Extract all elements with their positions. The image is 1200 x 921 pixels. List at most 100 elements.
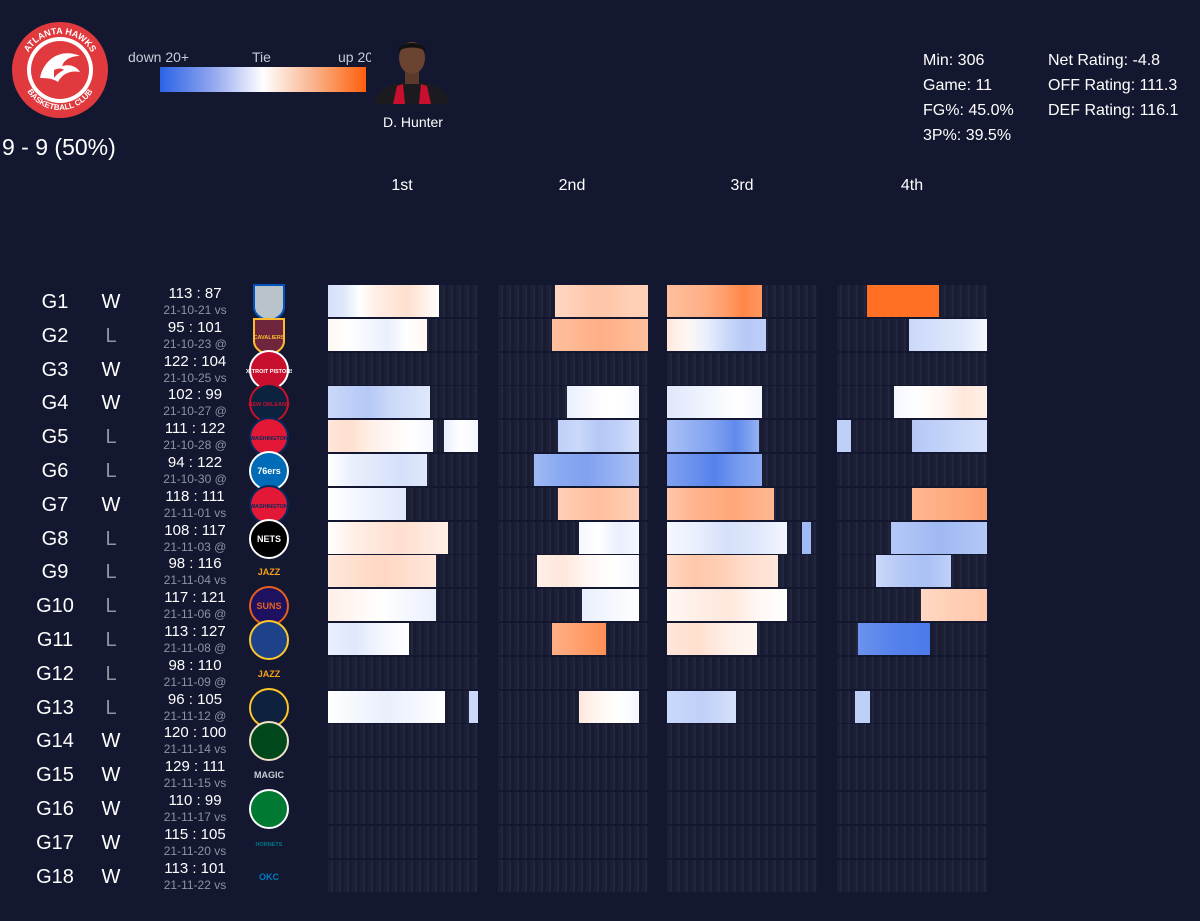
on-court-stint <box>328 555 436 588</box>
svg-text:SUNS: SUNS <box>256 601 281 611</box>
bench-background <box>667 859 817 892</box>
opponent-logo-icon: OKC <box>259 872 280 882</box>
game-number: G12 <box>36 662 74 685</box>
on-court-stint <box>867 285 939 317</box>
game-score: 96 : 105 <box>167 690 223 708</box>
game-row: G2 L 95 : 101 21-10-23 @ CAVALIERS <box>0 317 330 356</box>
heatmap-row <box>328 656 988 689</box>
bench-background <box>328 792 478 824</box>
game-date: 21-11-01 vs <box>163 505 227 520</box>
bench-background <box>498 758 648 791</box>
on-court-stint <box>328 521 448 554</box>
opponent-logo-icon <box>249 620 289 660</box>
game-date: 21-11-09 @ <box>163 674 227 689</box>
game-date: 21-11-20 vs <box>163 843 227 858</box>
game-number: G14 <box>36 730 74 753</box>
on-court-stint <box>667 285 762 317</box>
game-number: G1 <box>41 291 69 313</box>
legend-low-label: down 20+ <box>128 49 190 65</box>
stats-left: Min: 306 Game: 11 FG%: 45.0% 3P%: 39.5% <box>923 52 1014 152</box>
on-court-stint <box>328 690 445 723</box>
game-date: 21-10-25 vs <box>163 370 227 385</box>
opponent-logo: NETS <box>246 518 292 560</box>
game-date: 21-10-23 @ <box>163 336 227 351</box>
bench-background <box>837 352 987 385</box>
stat-minutes: Min: 306 <box>923 52 985 69</box>
stats-right: Net Rating: -4.8 OFF Rating: 111.3 DEF R… <box>1048 52 1178 127</box>
game-score: 111 : 122 <box>164 420 226 438</box>
game-score: 120 : 100 <box>163 724 227 742</box>
heatmap-row <box>328 724 988 757</box>
game-number: G4 <box>41 392 69 415</box>
game-result: W <box>101 831 121 854</box>
game-result: L <box>105 595 117 618</box>
game-number: G18 <box>36 865 74 888</box>
game-row: G4 W 102 : 99 21-10-27 @ NEW ORLEANS <box>0 383 330 424</box>
heatmap-row <box>328 825 988 858</box>
game-date: 21-11-08 @ <box>163 641 227 655</box>
game-row: G11 L 113 : 127 21-11-08 @ <box>0 620 330 660</box>
game-row: G9 L 98 : 116 21-11-04 vs JAZZ <box>0 555 330 589</box>
bench-background <box>667 724 817 757</box>
on-court-stint <box>667 318 766 351</box>
on-court-stint <box>328 589 436 622</box>
on-court-stint <box>582 589 639 622</box>
game-row: G10 L 117 : 121 21-11-06 @ SUNS <box>0 586 330 627</box>
team-logo: ATLANTA HAWKS BASKETBALL CLUB <box>10 20 110 120</box>
heatmap-row <box>328 690 988 723</box>
opponent-logo <box>246 619 292 661</box>
game-date: 21-11-15 vs <box>163 776 227 791</box>
opponent-logo <box>246 720 292 762</box>
game-number: G7 <box>41 493 69 516</box>
bench-background <box>667 792 817 824</box>
opponent-logo-icon <box>249 721 289 762</box>
game-row: G14 W 120 : 100 21-11-14 vs <box>0 721 330 762</box>
opponent-logo: JAZZ <box>246 653 292 695</box>
on-court-stint <box>328 623 409 655</box>
stat-net-rating: Net Rating: -4.8 <box>1048 52 1161 69</box>
bench-background <box>837 825 987 858</box>
on-court-stint <box>558 420 639 453</box>
stat-off-rating: OFF Rating: 111.3 <box>1048 77 1178 94</box>
game-date: 21-10-27 @ <box>163 404 227 419</box>
opponent-logo-icon: HORNETS <box>256 842 283 848</box>
game-score: 95 : 101 <box>167 318 223 336</box>
legend-mid-label: Tie <box>252 49 271 65</box>
game-number: G11 <box>36 629 74 651</box>
game-row: G18 W 113 : 101 21-11-22 vs OKC <box>0 860 330 894</box>
game-date: 21-10-28 @ <box>163 438 227 453</box>
game-score: 113 : 87 <box>168 285 222 302</box>
on-court-stint <box>579 521 639 554</box>
game-row: G15 W 129 : 111 21-11-15 vs MAGIC <box>0 758 330 792</box>
heatmap-row <box>328 352 988 385</box>
opponent-logo: JAZZ <box>246 551 292 593</box>
heatmap-row <box>328 521 988 554</box>
legend-high-label: up 20+ <box>338 49 382 65</box>
bench-background <box>837 859 987 892</box>
stat-def-rating: DEF Rating: 116.1 <box>1048 102 1179 119</box>
game-row: G17 W 115 : 105 21-11-20 vs HORNETS <box>0 826 330 860</box>
stat-fg-pct: FG%: 45.0% <box>923 102 1014 119</box>
opponent-logo <box>246 788 292 830</box>
on-court-stint <box>667 623 757 655</box>
game-date: 21-11-06 @ <box>163 607 227 622</box>
svg-text:CAVALIERS: CAVALIERS <box>254 335 285 341</box>
game-number: G5 <box>41 426 69 449</box>
on-court-stint <box>667 690 736 723</box>
opponent-logo: SUNS <box>246 585 292 627</box>
heatmap-row <box>328 454 988 486</box>
game-row: G16 W 110 : 99 21-11-17 vs <box>0 789 330 829</box>
player-headshot <box>371 30 453 104</box>
game-score: 110 : 99 <box>168 792 222 809</box>
bench-background <box>328 724 478 757</box>
stat-3p-pct: 3P%: 39.5% <box>923 127 1012 144</box>
heatmap-row <box>328 589 988 622</box>
on-court-stint <box>328 285 439 317</box>
game-result: W <box>101 764 121 787</box>
svg-text:DETROIT PISTONS: DETROIT PISTONS <box>246 369 292 375</box>
heatmap-row <box>328 859 988 892</box>
heatmap-row <box>328 792 988 824</box>
bench-background <box>667 825 817 858</box>
game-number: G15 <box>36 764 74 787</box>
on-court-stint <box>328 454 427 486</box>
